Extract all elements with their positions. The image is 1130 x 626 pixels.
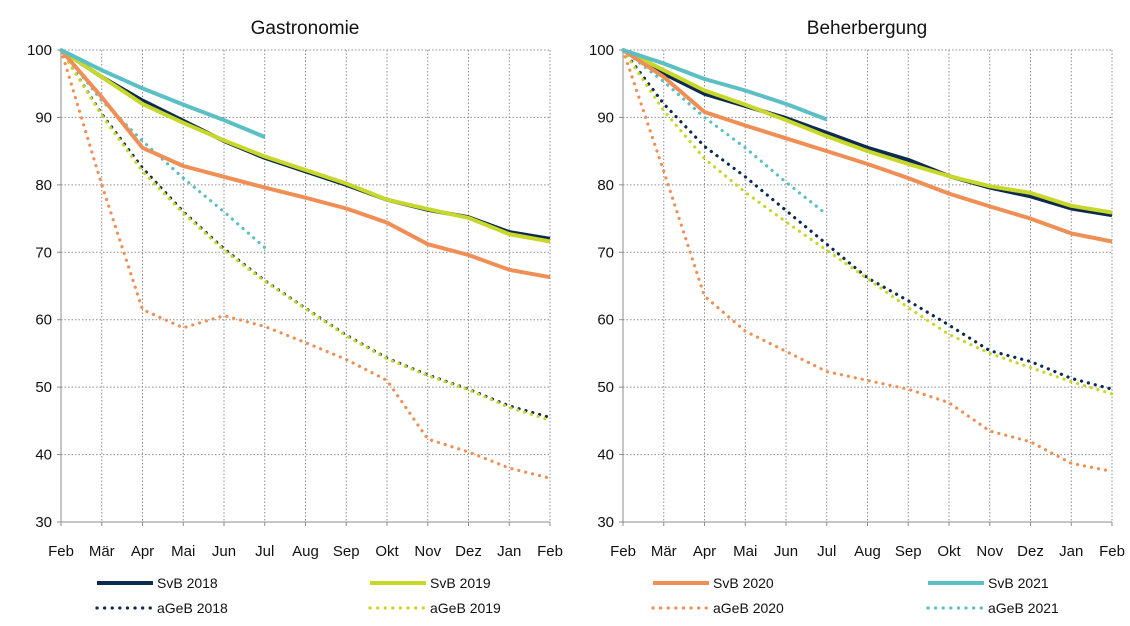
y-tick-label: 90 xyxy=(597,109,614,126)
y-tick-label: 100 xyxy=(27,42,52,59)
legend-label-ageb-2019: aGeB 2019 xyxy=(430,600,501,616)
x-tick-label: Mär xyxy=(89,543,115,560)
x-tick-label: Feb xyxy=(537,543,563,560)
series-line-svb-2021 xyxy=(622,48,828,122)
series-line-ageb-2019 xyxy=(621,48,1114,396)
y-tick-label: 50 xyxy=(35,379,52,396)
legend-label-ageb-2021: aGeB 2021 xyxy=(988,600,1059,616)
panel-beherbergung: Beherbergung 30 40 50 60 70 80 90 100 Feb Mär Apr M… xyxy=(589,18,1125,560)
x-tick-label: Apr xyxy=(693,543,716,560)
x-tick-label: Aug xyxy=(854,543,881,560)
panel-gastronomie: Gastronomie 30 40 50 60 70 80 90 100 Feb Mär Apr Ma… xyxy=(27,18,563,560)
x-tick-label: Mai xyxy=(171,543,195,560)
x-tick-label: Jun xyxy=(774,543,798,560)
series-line-ageb-2021 xyxy=(59,48,267,250)
x-tick-label: Mär xyxy=(651,543,677,560)
series-line-ageb-2018 xyxy=(59,48,552,420)
series-line-ageb-2019 xyxy=(59,48,552,422)
x-tick-label: Okt xyxy=(937,543,961,560)
y-tick-label: 50 xyxy=(597,379,614,396)
x-tick-label: Feb xyxy=(610,543,636,560)
chart-title-gastronomie: Gastronomie xyxy=(251,18,360,39)
x-tick-label: Jan xyxy=(1059,543,1083,560)
x-tick-label: Feb xyxy=(1099,543,1125,560)
x-tick-label: Dez xyxy=(1017,543,1044,560)
x-tick-label: Nov xyxy=(976,543,1003,560)
legend: SvB 2018 SvB 2019 SvB 2020 SvB 2021 aGeB 201… xyxy=(95,575,1059,616)
legend-label-svb-2021: SvB 2021 xyxy=(988,575,1049,591)
x-tick-label: Sep xyxy=(895,543,922,560)
y-tick-label: 60 xyxy=(597,312,614,329)
x-tick-label: Jan xyxy=(497,543,521,560)
legend-label-svb-2020: SvB 2020 xyxy=(713,575,774,591)
series-line-svb-2018 xyxy=(621,48,1113,218)
legend-label-ageb-2018: aGeB 2018 xyxy=(157,600,228,616)
series-line-svb-2019 xyxy=(622,48,1113,215)
y-tick-label: 40 xyxy=(597,447,614,464)
y-tick-label: 30 xyxy=(35,514,52,531)
series-line-svb-2020 xyxy=(621,48,1113,244)
x-tick-label: Jun xyxy=(212,543,236,560)
series-line-ageb-2018 xyxy=(621,48,1114,391)
x-tick-label: Sep xyxy=(333,543,360,560)
x-tick-label: Nov xyxy=(414,543,441,560)
legend-label-ageb-2020: aGeB 2020 xyxy=(713,600,784,616)
y-tick-label: 70 xyxy=(35,244,52,261)
x-tick-label: Aug xyxy=(292,543,319,560)
series-line-ageb-2021 xyxy=(621,48,829,217)
y-tick-label: 90 xyxy=(35,109,52,126)
x-tick-label: Jul xyxy=(817,543,836,560)
x-tick-label: Apr xyxy=(131,543,154,560)
y-tick-label: 80 xyxy=(597,177,614,194)
x-tick-label: Okt xyxy=(375,543,399,560)
legend-label-svb-2018: SvB 2018 xyxy=(157,575,218,591)
y-tick-label: 30 xyxy=(597,514,614,531)
y-tick-label: 40 xyxy=(35,447,52,464)
x-tick-label: Mai xyxy=(733,543,757,560)
y-tick-label: 70 xyxy=(597,244,614,261)
chart-title-beherbergung: Beherbergung xyxy=(807,18,927,39)
x-tick-label: Dez xyxy=(455,543,482,560)
legend-label-svb-2019: SvB 2019 xyxy=(430,575,491,591)
series-line-svb-2019 xyxy=(59,48,551,244)
y-tick-label: 60 xyxy=(35,312,52,329)
x-tick-label: Feb xyxy=(48,543,74,560)
y-tick-label: 80 xyxy=(35,177,52,194)
series-line-svb-2021 xyxy=(60,48,266,139)
x-tick-label: Jul xyxy=(255,543,274,560)
series-line-svb-2020 xyxy=(59,48,551,280)
y-tick-label: 100 xyxy=(589,42,614,59)
